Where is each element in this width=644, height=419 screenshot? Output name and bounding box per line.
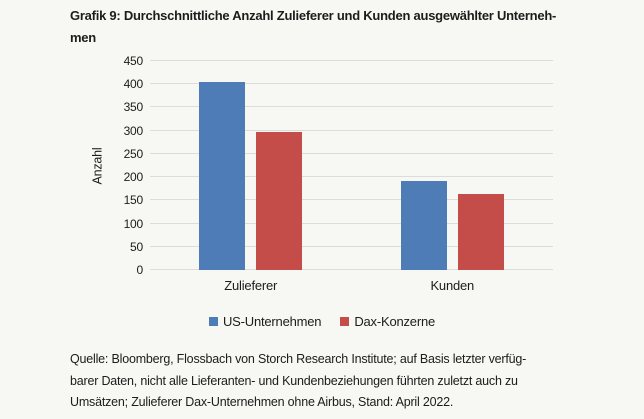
y-tick-label: 200 bbox=[123, 170, 144, 185]
bar-group-kunden bbox=[352, 61, 554, 270]
bar-series-container bbox=[150, 61, 553, 270]
legend-label: US-Unternehmen bbox=[222, 313, 322, 329]
gridline bbox=[150, 269, 553, 270]
y-tick-label: 100 bbox=[123, 216, 144, 231]
figure-title: Grafik 9: Durchschnittliche Anzahl Zulie… bbox=[70, 5, 630, 49]
gridline bbox=[150, 83, 553, 85]
y-tick-label: 300 bbox=[123, 123, 144, 138]
x-axis-labels: Zulieferer Kunden bbox=[150, 278, 553, 293]
source-note-line2: barer Daten, nicht alle Lieferanten- und… bbox=[70, 373, 518, 388]
plot-area bbox=[150, 60, 553, 270]
gridline bbox=[150, 199, 553, 201]
y-tick-label: 400 bbox=[123, 77, 144, 92]
legend-swatch-icon bbox=[208, 316, 218, 326]
gridline bbox=[150, 222, 553, 224]
bar-kunden-us-unternehmen bbox=[400, 180, 447, 270]
bar-group-zulieferer bbox=[150, 61, 352, 270]
gridline bbox=[150, 60, 553, 61]
y-tick-label: 250 bbox=[123, 146, 144, 161]
source-note-line1: Quelle: Bloomberg, Flossbach von Storch … bbox=[70, 352, 527, 366]
gridline bbox=[150, 176, 553, 178]
gridline bbox=[150, 245, 553, 247]
y-tick-label: 50 bbox=[130, 239, 143, 254]
y-tick-label: 350 bbox=[123, 100, 144, 115]
gridline bbox=[150, 106, 553, 108]
gridline bbox=[150, 129, 553, 131]
x-tick-label-kunden: Kunden bbox=[430, 278, 475, 293]
legend-label: Dax-Konzerne bbox=[354, 313, 436, 329]
bar-zulieferer-us-unternehmen bbox=[199, 81, 246, 270]
source-note-line3: Umsätzen; Zulieferer Dax-Unternehmen ohn… bbox=[70, 395, 454, 409]
bar-zulieferer-dax-konzerne bbox=[256, 131, 303, 270]
figure-title-line2: men bbox=[70, 30, 96, 45]
source-note: Quelle: Bloomberg, Flossbach von Storch … bbox=[70, 349, 610, 414]
y-tick-label: 450 bbox=[123, 54, 144, 68]
legend-item-us-unternehmen: US-Unternehmen bbox=[208, 313, 322, 329]
legend: US-Unternehmen Dax-Konzerne bbox=[0, 312, 644, 330]
y-axis-ticks: 0 50 100 150 200 250 300 350 400 450 bbox=[98, 55, 144, 276]
x-tick-label-zulieferer: Zulieferer bbox=[224, 278, 278, 293]
gridline bbox=[150, 152, 553, 154]
bar-kunden-dax-konzerne bbox=[457, 194, 504, 270]
figure-title-line1: Grafik 9: Durchschnittliche Anzahl Zulie… bbox=[70, 8, 557, 23]
y-tick-label: 0 bbox=[136, 263, 144, 277]
legend-item-dax-konzerne: Dax-Konzerne bbox=[340, 314, 435, 329]
legend-swatch-icon bbox=[340, 316, 350, 326]
y-tick-label: 150 bbox=[123, 193, 144, 208]
